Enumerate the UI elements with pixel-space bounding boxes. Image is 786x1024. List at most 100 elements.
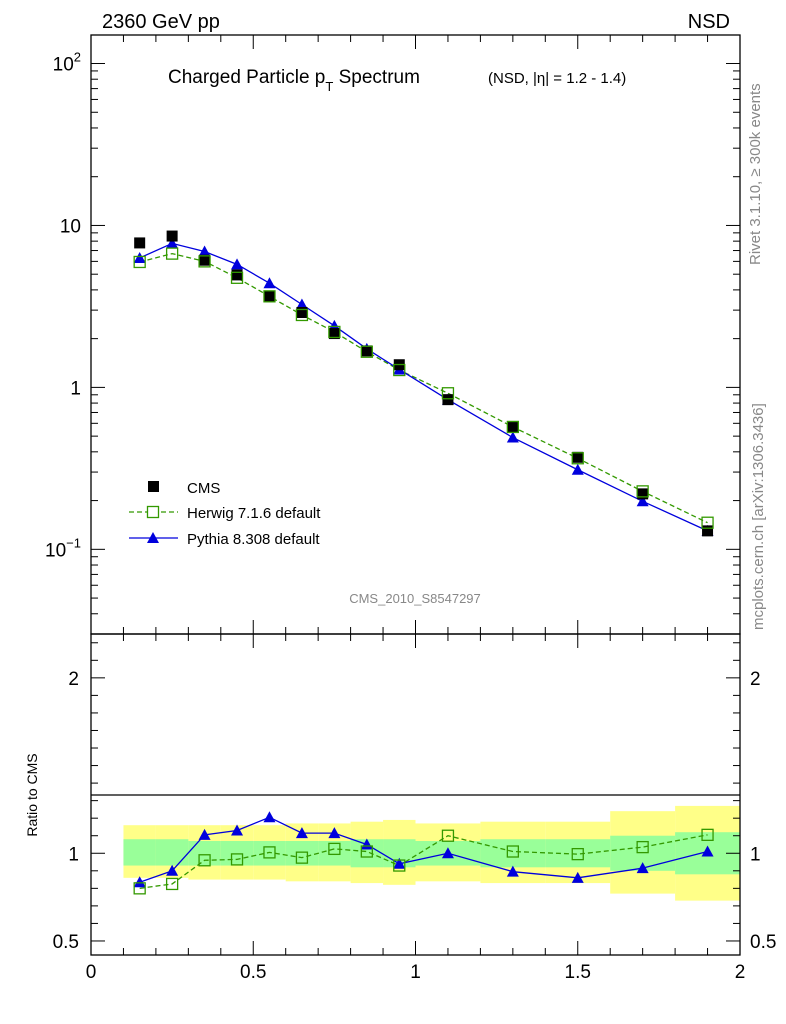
x-tick-label: 2 [735,962,746,983]
herwig-point [295,308,309,322]
pythia-ratio-point [133,876,146,888]
chart-title: Charged Particle pT Spectrum [168,67,420,94]
y-tick-label: 102 [53,50,81,76]
ratio-band-inner [155,839,189,866]
herwig-ratio-point [636,840,649,854]
x-tick-label: 0.5 [240,962,266,983]
ratio-panel: 0.5 0.5 1 1 2 2 0 0.5 1 1.5 2 Ratio to CMS [24,633,776,983]
x-tick-label: 0 [86,962,97,983]
pythia-ratio-point [198,828,211,840]
cms-point [134,237,146,249]
cms-point [231,269,243,281]
ratio-y-tick-label: 1 [68,844,79,865]
cms-point [507,422,519,434]
side-label-mcplots: mcplots.cern.ch [arXiv:1306.3436] [750,403,767,630]
pythia-point [636,495,649,507]
pythia-point [506,431,519,443]
pythia-point [166,237,179,249]
legend-cms-marker [148,481,159,492]
herwig-point [571,452,584,465]
pythia-point [198,245,211,257]
pythia-ratio-point [231,824,244,836]
cms-point [263,290,275,302]
y-tick-label: 10 [60,216,81,237]
ratio-band-inner [188,840,221,866]
herwig-point [263,290,276,303]
legend-herwig-marker [146,505,160,519]
pythia-point [295,298,308,310]
pythia-ratio-point [701,845,714,857]
ratio-band-inner [123,839,156,866]
herwig-point [701,516,714,529]
ratio-y-axis-label: Ratio to CMS [24,753,40,836]
herwig-point [133,255,146,269]
herwig-ratio-point [701,828,714,841]
pythia-ratio-line [139,816,708,883]
pythia-point [571,463,584,475]
legend-herwig-label: Herwig 7.1.6 default [187,505,321,522]
pythia-series-line [139,242,708,532]
y-tick-label: 1 [70,378,81,399]
herwig-ratio-point [165,877,179,891]
herwig-ratio-point [295,851,309,864]
ratio-y-tick-label-right: 1 [750,844,761,865]
pythia-ratio-point [506,865,519,877]
herwig-point [636,485,649,498]
chart-title-extra: (NSD, |η| = 1.2 - 1.4) [488,70,626,87]
herwig-point [198,255,211,268]
header-right: NSD [688,11,730,33]
pythia-ratio-point [393,857,406,869]
x-tick-label: 1.5 [565,962,591,983]
herwig-point [165,247,179,260]
analysis-watermark: CMS_2010_S8547297 [349,591,481,606]
ratio-band-inner [253,840,286,866]
cms-point [637,488,649,500]
herwig-ratio-line [139,834,708,889]
cms-point [702,525,714,537]
herwig-point [230,271,244,284]
cms-point [572,451,584,463]
legend-cms-label: CMS [187,480,220,497]
herwig-ratio-point [441,829,455,842]
pythia-point [263,277,276,289]
ratio-y-tick-label: 2 [68,669,79,690]
herwig-ratio-point [506,845,520,858]
cms-point [442,394,454,406]
cms-point [199,254,211,266]
pythia-ratio-point [571,871,584,883]
herwig-point [393,363,406,377]
herwig-ratio-point [133,882,146,895]
side-label-rivet: Rivet 3.1.10, ≥ 300k events [747,83,764,265]
herwig-series-line [139,252,708,524]
herwig-point [360,345,373,358]
herwig-ratio-point [571,847,584,861]
ratio-y-tick-label-right: 0.5 [750,932,776,953]
herwig-point [441,387,455,400]
herwig-ratio-point [360,845,373,858]
cms-point [361,345,373,357]
pythia-ratio-point [636,862,649,874]
legend-pythia-label: Pythia 8.308 default [187,531,320,548]
ratio-band-inner [318,840,351,866]
pythia-ratio-point [328,827,341,839]
ratio-y-tick-label-right: 2 [750,669,761,690]
herwig-ratio-point [263,846,276,859]
ratio-y-tick-label: 0.5 [53,932,79,953]
herwig-ratio-point [230,853,244,866]
pythia-point [133,251,146,263]
cms-point [328,328,340,340]
ratio-band-inner [285,840,319,866]
header-left: 2360 GeV pp [102,11,220,33]
herwig-ratio-point [328,842,341,856]
herwig-point [506,420,520,434]
pythia-ratio-point [295,827,308,839]
ratio-band-inner [545,839,611,868]
herwig-point [328,325,341,339]
herwig-ratio-point [393,859,406,872]
legend: CMS Herwig 7.1.6 default Pythia 8.308 de… [129,480,321,548]
pythia-ratio-point [263,811,276,823]
ratio-band-inner [480,839,546,868]
legend-pythia-marker [147,532,159,543]
x-tick-label: 1 [410,962,421,983]
